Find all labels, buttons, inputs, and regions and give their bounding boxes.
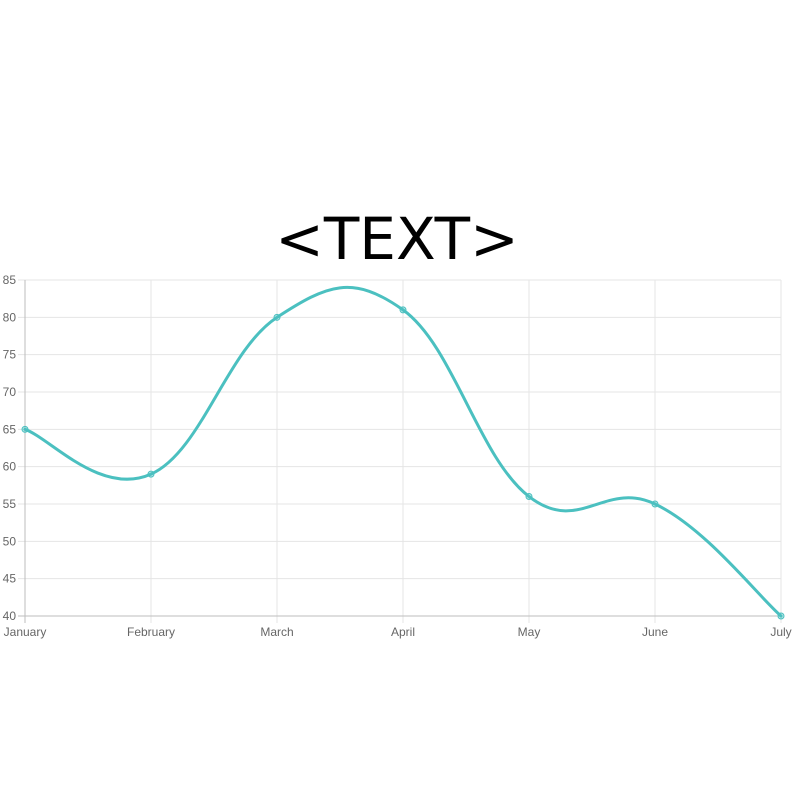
series-line	[23, 285, 783, 618]
data-point[interactable]	[273, 313, 281, 321]
y-tick-label: 50	[3, 534, 17, 548]
y-tick-label: 65	[3, 422, 17, 436]
data-point[interactable]	[777, 612, 785, 620]
data-point[interactable]	[651, 500, 659, 508]
x-tick-label: April	[391, 625, 415, 639]
y-axis-tick-labels: 40 45 50 55 60 65 70 75 80 85	[3, 273, 17, 623]
grid-lines	[18, 279, 782, 623]
x-tick-label: May	[518, 625, 541, 639]
y-tick-label: 45	[3, 572, 17, 586]
x-tick-label: July	[770, 625, 791, 639]
x-tick-label: February	[127, 625, 175, 639]
y-tick-label: 85	[3, 273, 17, 287]
data-point[interactable]	[147, 470, 155, 478]
x-tick-label: January	[4, 625, 47, 639]
chart-title: <TEXT>	[275, 205, 519, 273]
data-point[interactable]	[21, 425, 29, 433]
y-tick-label: 70	[3, 385, 17, 399]
y-tick-label: 60	[3, 460, 17, 474]
y-tick-label: 55	[3, 497, 17, 511]
data-point[interactable]	[525, 493, 533, 501]
x-tick-label: June	[642, 625, 668, 639]
series-layer	[21, 285, 785, 620]
axes	[18, 280, 781, 623]
y-tick-label: 75	[3, 348, 17, 362]
x-tick-label: March	[260, 625, 293, 639]
y-tick-label: 40	[3, 609, 17, 623]
y-tick-label: 80	[3, 310, 17, 324]
data-point[interactable]	[399, 306, 407, 314]
x-axis-tick-labels: January February March April May June July	[4, 625, 792, 639]
